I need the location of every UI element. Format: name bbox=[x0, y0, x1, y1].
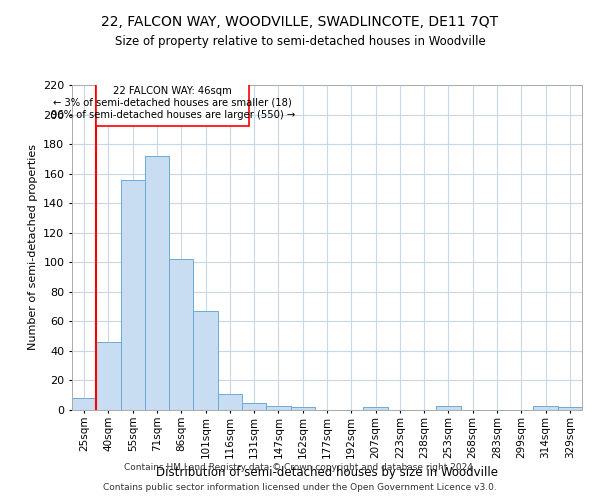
Bar bbox=[290, 407, 315, 410]
Y-axis label: Number of semi-detached properties: Number of semi-detached properties bbox=[28, 144, 38, 350]
Bar bbox=[364, 407, 388, 410]
Text: ← 3% of semi-detached houses are smaller (18): ← 3% of semi-detached houses are smaller… bbox=[53, 98, 292, 108]
Bar bbox=[96, 342, 121, 410]
Text: 22 FALCON WAY: 46sqm: 22 FALCON WAY: 46sqm bbox=[113, 86, 232, 96]
Text: Contains HM Land Registry data © Crown copyright and database right 2024.: Contains HM Land Registry data © Crown c… bbox=[124, 464, 476, 472]
Bar bbox=[193, 311, 218, 410]
Bar bbox=[72, 398, 96, 410]
Text: 22, FALCON WAY, WOODVILLE, SWADLINCOTE, DE11 7QT: 22, FALCON WAY, WOODVILLE, SWADLINCOTE, … bbox=[101, 15, 499, 29]
Bar bbox=[169, 260, 193, 410]
Bar bbox=[121, 180, 145, 410]
Text: 96% of semi-detached houses are larger (550) →: 96% of semi-detached houses are larger (… bbox=[50, 110, 295, 120]
X-axis label: Distribution of semi-detached houses by size in Woodville: Distribution of semi-detached houses by … bbox=[156, 466, 498, 479]
Bar bbox=[558, 407, 582, 410]
Bar bbox=[266, 406, 290, 410]
Bar bbox=[533, 406, 558, 410]
Text: Contains public sector information licensed under the Open Government Licence v3: Contains public sector information licen… bbox=[103, 484, 497, 492]
Bar bbox=[145, 156, 169, 410]
Bar bbox=[436, 406, 461, 410]
FancyBboxPatch shape bbox=[96, 82, 249, 126]
Bar bbox=[242, 402, 266, 410]
Text: Size of property relative to semi-detached houses in Woodville: Size of property relative to semi-detach… bbox=[115, 35, 485, 48]
Bar bbox=[218, 394, 242, 410]
